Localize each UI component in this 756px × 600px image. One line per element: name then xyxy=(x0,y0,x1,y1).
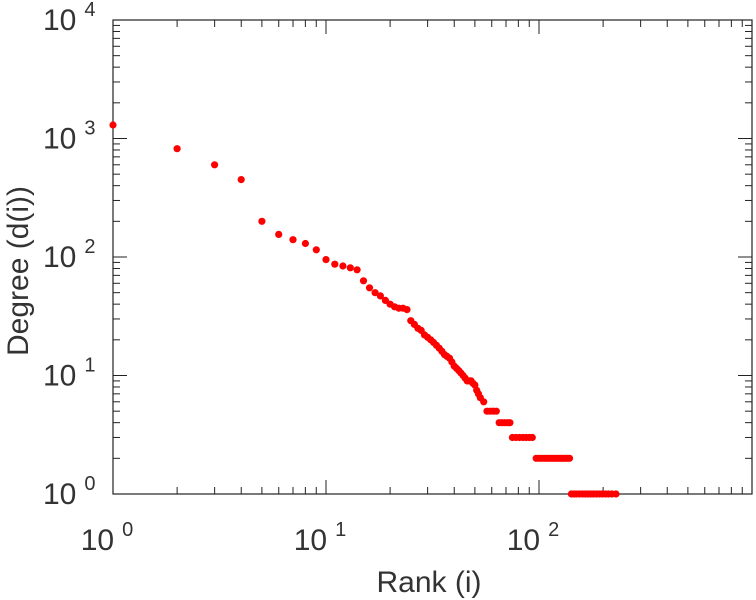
data-point xyxy=(480,398,488,406)
data-point xyxy=(353,266,361,274)
data-point xyxy=(312,246,320,254)
data-point xyxy=(403,306,411,314)
y-tick-label: 10 2 xyxy=(43,236,96,274)
y-tick-label: 10 0 xyxy=(43,473,96,511)
data-point xyxy=(237,176,245,184)
data-point xyxy=(331,260,339,268)
data-point xyxy=(275,230,283,238)
plot-frame xyxy=(112,19,753,495)
plot-area xyxy=(112,19,753,495)
data-point xyxy=(565,454,574,462)
data-point xyxy=(211,161,219,169)
data-point xyxy=(289,236,297,244)
data-point xyxy=(301,239,309,248)
data-point xyxy=(258,217,266,225)
data-point xyxy=(365,284,374,292)
data-point xyxy=(612,490,620,498)
y-tick-label: 10 4 xyxy=(43,0,96,37)
x-axis-title: Rank (i) xyxy=(376,566,481,599)
y-tick-label: 10 3 xyxy=(43,118,96,156)
data-points xyxy=(109,121,620,498)
x-tick-label: 10 1 xyxy=(294,519,347,557)
y-tick-label: 10 1 xyxy=(43,355,96,393)
major-ticks xyxy=(112,20,752,495)
x-tick-labels: 10 0 10 1 10 2 xyxy=(81,519,560,557)
x-tick-label: 10 0 xyxy=(81,519,134,557)
data-point xyxy=(173,145,181,153)
data-point xyxy=(339,262,347,270)
data-point xyxy=(528,433,536,442)
data-point xyxy=(346,264,354,272)
data-point xyxy=(492,407,500,415)
data-point xyxy=(322,256,330,264)
minor-ticks xyxy=(113,20,752,494)
data-point xyxy=(506,419,514,427)
data-point xyxy=(371,289,379,297)
data-point xyxy=(376,292,384,300)
y-axis-title: Degree (d(i)) xyxy=(2,186,35,356)
data-point xyxy=(109,121,117,129)
x-tick-label: 10 2 xyxy=(507,519,560,557)
data-point xyxy=(359,277,368,285)
